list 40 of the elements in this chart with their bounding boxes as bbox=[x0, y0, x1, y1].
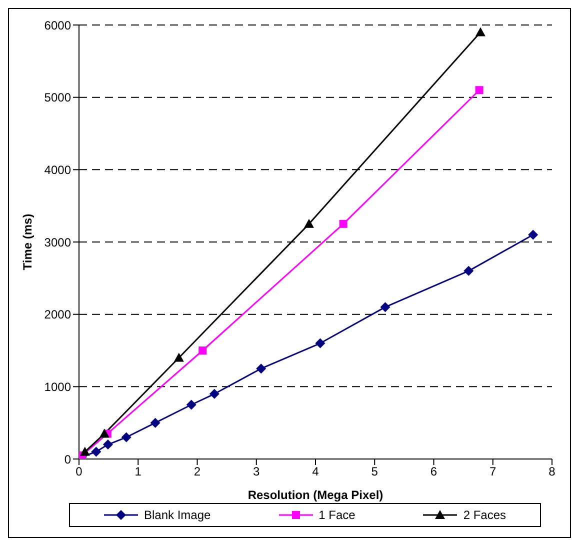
point bbox=[475, 86, 484, 94]
y-tick-label: 3000 bbox=[44, 235, 72, 250]
x-tick-label: 5 bbox=[371, 464, 378, 479]
legend-label: 2 Faces bbox=[462, 508, 506, 522]
point bbox=[99, 428, 110, 438]
point bbox=[80, 446, 90, 456]
x-tick-label: 2 bbox=[194, 464, 201, 479]
x-tick-label: 8 bbox=[548, 464, 556, 479]
point bbox=[121, 432, 132, 442]
y-tick-label: 2000 bbox=[44, 308, 72, 322]
point bbox=[380, 302, 390, 312]
legend-label: 1 Face bbox=[318, 508, 356, 522]
point bbox=[304, 218, 314, 228]
point bbox=[528, 230, 538, 240]
point bbox=[209, 388, 220, 399]
point bbox=[91, 446, 102, 457]
y-tick-label: 6000 bbox=[44, 18, 72, 32]
point bbox=[186, 400, 196, 410]
point bbox=[102, 440, 113, 450]
x-tick-label: 3 bbox=[253, 464, 260, 479]
y-tick-label: 5000 bbox=[44, 90, 72, 105]
point bbox=[174, 352, 184, 362]
point bbox=[256, 364, 266, 374]
y-axis-title: Time (ms) bbox=[20, 214, 34, 270]
x-tick-label: 4 bbox=[312, 464, 320, 479]
y-tick-label: 4000 bbox=[44, 162, 72, 177]
point bbox=[315, 338, 326, 348]
point bbox=[150, 418, 160, 428]
x-tick-label: 1 bbox=[134, 464, 142, 479]
point bbox=[464, 266, 474, 276]
x-axis-title: Resolution (Mega Pixel) bbox=[248, 488, 384, 502]
y-tick-label: 0 bbox=[64, 452, 72, 466]
x-tick-label: 0 bbox=[76, 464, 83, 479]
x-tick-label: 7 bbox=[490, 464, 497, 479]
point bbox=[339, 220, 348, 228]
x-tick-label: 6 bbox=[430, 464, 438, 479]
y-tick-label: 1000 bbox=[44, 380, 72, 394]
point bbox=[198, 346, 207, 354]
legend-label: Blank Image bbox=[142, 508, 211, 522]
point bbox=[475, 27, 486, 36]
